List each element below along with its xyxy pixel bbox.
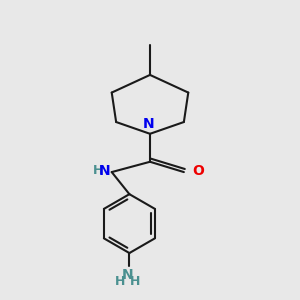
Text: N: N [122, 268, 134, 282]
Text: N: N [99, 164, 111, 178]
Text: H: H [92, 164, 103, 177]
Text: H: H [130, 275, 140, 288]
Text: N: N [143, 117, 154, 131]
Text: O: O [192, 164, 204, 178]
Text: H: H [116, 275, 126, 288]
